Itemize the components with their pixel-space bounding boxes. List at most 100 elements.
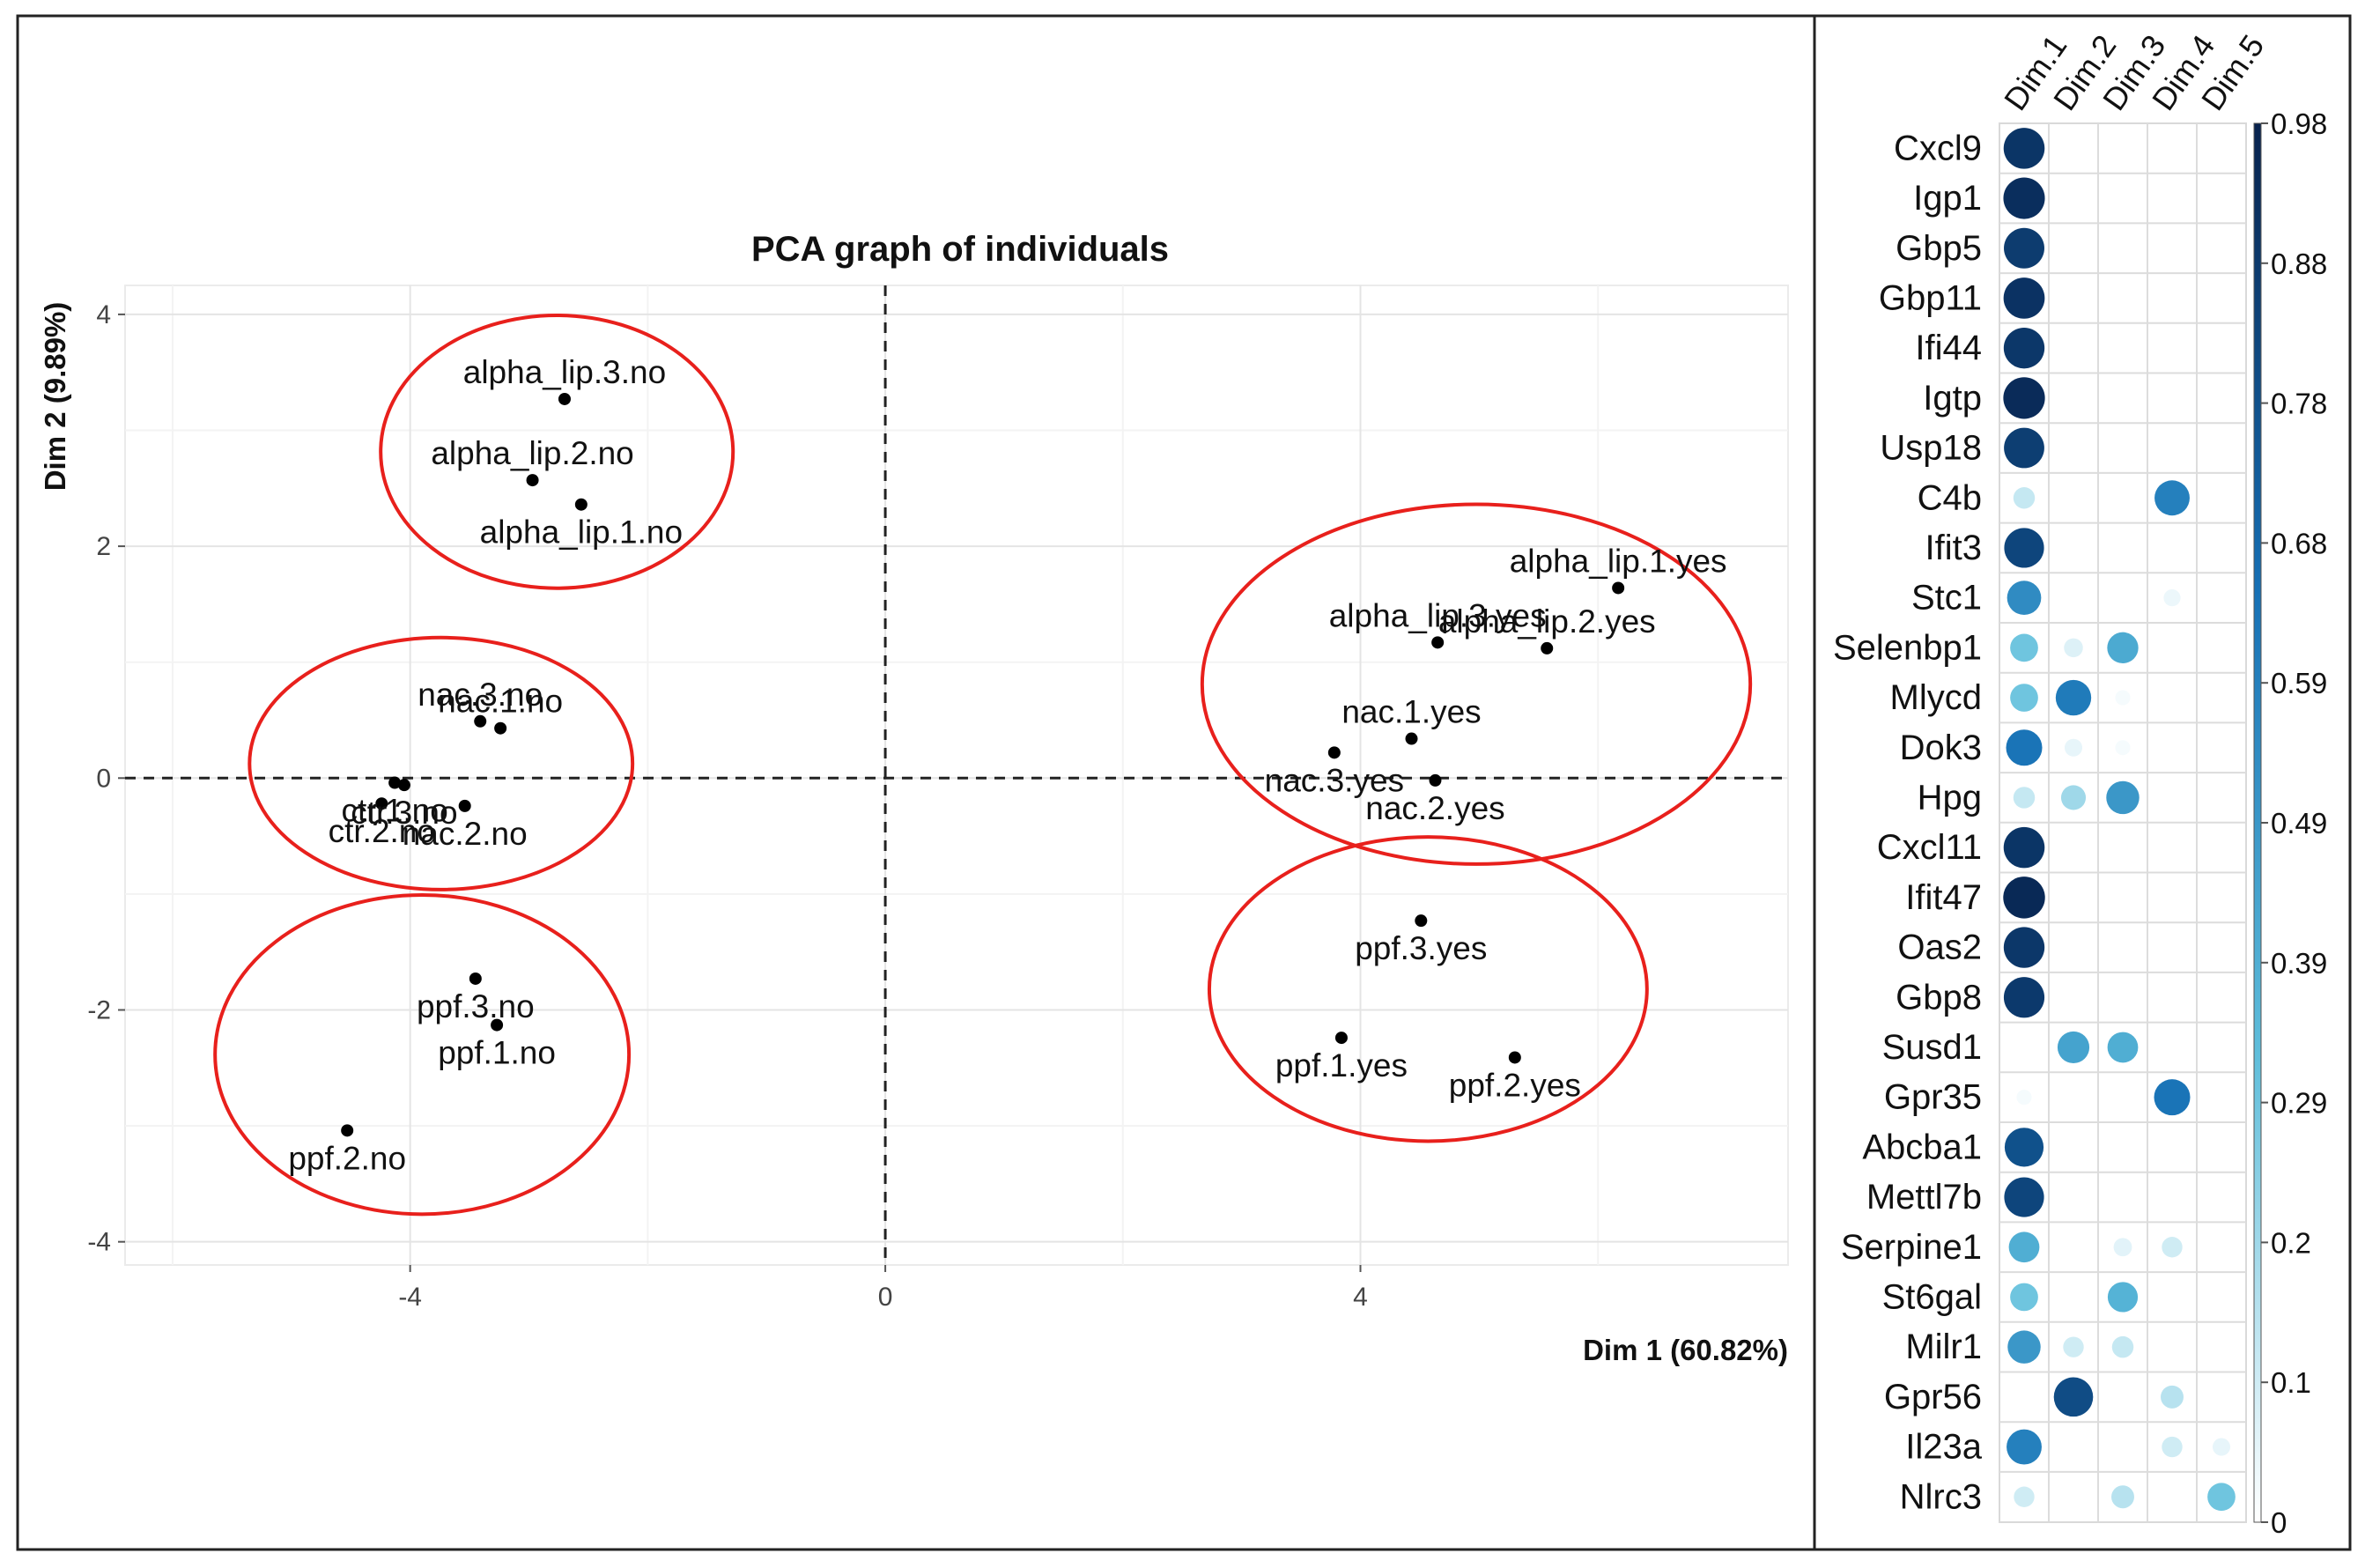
- corr-dot-il23a-dim-5: [2212, 1438, 2231, 1456]
- corr-dot-milr1-dim-1: [2007, 1330, 2041, 1364]
- colorbar-ticks: 0.98 0.88 0.78 0.68 0.59 0.49 0.39 0.29 0.2 0.1 0: [2261, 107, 2327, 1539]
- corr-row-label: Dok3: [1900, 729, 1982, 767]
- corr-dot-nlrc3-dim-1: [2014, 1486, 2035, 1507]
- corr-row-label: Serpine1: [1841, 1228, 1982, 1267]
- colorbar-tick-label: 0: [2271, 1506, 2287, 1539]
- corr-dot-serpine1-dim-3: [2113, 1238, 2132, 1257]
- corr-dot-dok3-dim-1: [2006, 729, 2043, 766]
- corr-dot-oas2-dim-1: [2003, 927, 2045, 968]
- pca-reference-lines: [125, 285, 1788, 1265]
- corr-row-label: Igp1: [1913, 179, 1982, 218]
- corr-row-label: Milr1: [1905, 1328, 1982, 1366]
- corr-dot-gpr56-dim-4: [2161, 1385, 2184, 1409]
- point-ctr-1-no: [388, 776, 402, 789]
- group-ellipse: [379, 313, 735, 590]
- corr-dot-stc1-dim-4: [2163, 589, 2181, 607]
- colorbar-tick-label: 0.88: [2271, 248, 2327, 280]
- point-label-alpha-lip-3-no: alpha_lip.3.no: [463, 354, 666, 390]
- y-tick-label: -2: [87, 995, 111, 1024]
- corr-dot-mlycd-dim-3: [2115, 690, 2131, 706]
- corr-row-label: Susd1: [1882, 1028, 1982, 1067]
- pca-x-axis-label: Dim 1 (60.82%): [1583, 1334, 1788, 1366]
- y-tick-label: 2: [96, 532, 111, 561]
- point-alpha-lip-3-no: [558, 392, 571, 405]
- point-label-ppf-2-yes: ppf.2.yes: [1449, 1067, 1581, 1103]
- point-alpha-lip-1-no: [574, 498, 588, 511]
- corr-dot-gbp11-dim-1: [2003, 277, 2045, 319]
- corr-row-label: Nlrc3: [1900, 1477, 1982, 1516]
- corr-dot-gbp5-dim-1: [2004, 227, 2044, 269]
- corr-dot-dok3-dim-3: [2115, 740, 2131, 756]
- point-nac-2-no: [458, 799, 471, 812]
- corr-dot-il23a-dim-4: [2162, 1436, 2183, 1458]
- point-ppf-1-no: [491, 1018, 504, 1032]
- point-alpha-lip-2-yes: [1541, 641, 1554, 655]
- corr-row-label: Il23a: [1905, 1428, 1982, 1467]
- point-ppf-2-yes: [1508, 1051, 1521, 1064]
- point-label-nac-1-yes: nac.1.yes: [1341, 694, 1481, 730]
- corr-dot-cxcl9-dim-1: [2003, 128, 2045, 169]
- pca-title: PCA graph of individuals: [751, 230, 1169, 269]
- point-label-ppf-2-no: ppf.2.no: [288, 1140, 406, 1176]
- corr-grid: [1999, 123, 2246, 1522]
- corr-dot-selenbp1-dim-2: [2064, 638, 2083, 658]
- point-nac-3-yes: [1327, 746, 1341, 759]
- point-label-nac-1-no: nac.1.no: [438, 684, 563, 720]
- pca-x-ticks: -4 0 4: [398, 1265, 1368, 1312]
- point-nac-1-yes: [1405, 732, 1418, 745]
- corr-row-label: Igtp: [1923, 379, 1982, 418]
- corr-dot-selenbp1-dim-3: [2107, 632, 2139, 664]
- colorbar-tick-label: 0.2: [2271, 1226, 2311, 1259]
- corr-row-label: Usp18: [1880, 429, 1982, 468]
- colorbar-tick-label: 0.78: [2271, 388, 2327, 420]
- point-label-nac-2-no: nac.2.no: [403, 816, 528, 852]
- point-label-alpha-lip-3-yes: alpha_lip.3.yes: [1329, 597, 1547, 633]
- corr-dot-susd1-dim-2: [2057, 1031, 2090, 1064]
- corr-dot-gbp8-dim-1: [2003, 977, 2045, 1018]
- point-nac-2-yes: [1429, 773, 1442, 787]
- corr-dot-nlrc3-dim-5: [2207, 1483, 2236, 1512]
- point-label-alpha-lip-2-yes: alpha_lip.2.yes: [1438, 603, 1656, 640]
- point-label-nac-2-yes: nac.2.yes: [1365, 790, 1504, 826]
- corr-row-label: Oas2: [1897, 928, 1982, 967]
- point-label-ppf-3-no: ppf.3.no: [417, 988, 535, 1024]
- pca-y-axis-label: Dim 2 (9.89%): [39, 302, 71, 492]
- colorbar-tick-label: 0.29: [2271, 1087, 2327, 1120]
- corr-row-label: Gpr56: [1884, 1378, 1982, 1416]
- corr-dot-cxcl11-dim-1: [2003, 826, 2045, 869]
- pca-point-labels: alpha_lip.3.no alpha_lip.2.no alpha_lip.1.…: [288, 354, 1726, 1176]
- point-label-alpha-lip-2-no: alpha_lip.2.no: [431, 435, 633, 471]
- corr-dot-gpr35-dim-1: [2016, 1090, 2032, 1106]
- corr-dot-abcba1-dim-1: [2004, 1128, 2044, 1167]
- corr-dot-gpr56-dim-2: [2053, 1377, 2094, 1417]
- corr-dot-gpr35-dim-4: [2154, 1079, 2191, 1116]
- point-label-ppf-1-no: ppf.1.no: [438, 1035, 556, 1071]
- corr-dot-serpine1-dim-1: [2008, 1231, 2040, 1263]
- corr-dot-mettl7b-dim-1: [2004, 1177, 2044, 1217]
- corr-dot-hpg-dim-3: [2106, 780, 2140, 815]
- corr-dot-c4b-dim-1: [2013, 487, 2036, 509]
- point-ppf-2-no: [341, 1124, 354, 1137]
- point-label-ppf-1-yes: ppf.1.yes: [1275, 1047, 1408, 1084]
- corr-dot-stc1-dim-1: [2007, 581, 2042, 615]
- corr-dot-milr1-dim-2: [2063, 1336, 2084, 1357]
- corr-dot-c4b-dim-4: [2154, 480, 2190, 516]
- pca-plot-area: [124, 285, 1789, 1266]
- point-alpha-lip-2-no: [526, 474, 539, 487]
- point-nac-1-no: [494, 721, 507, 735]
- colorbar-tick-label: 0.98: [2271, 107, 2327, 140]
- corr-row-label: Cxcl9: [1894, 129, 1982, 167]
- corr-row-label: Ifit3: [1925, 529, 1982, 567]
- corr-dot-serpine1-dim-4: [2162, 1237, 2183, 1258]
- corr-row-label: Cxcl11: [1877, 828, 1982, 867]
- corr-row-labels: Cxcl9 Igp1 Gbp5 Gbp11 Ifi44 Igtp Usp18 C4b Ifit3…: [1833, 129, 1983, 1516]
- point-nac-3-no: [474, 714, 487, 728]
- x-tick-label: -4: [398, 1283, 422, 1312]
- corr-dot-usp18-dim-1: [2004, 427, 2044, 469]
- group-ellipse: [213, 892, 632, 1217]
- corr-row-label: Gbp8: [1896, 978, 1982, 1017]
- corr-row-label: St6gal: [1882, 1277, 1982, 1316]
- corr-dot-selenbp1-dim-1: [2010, 633, 2038, 662]
- colorbar-tick-label: 0.49: [2271, 807, 2327, 839]
